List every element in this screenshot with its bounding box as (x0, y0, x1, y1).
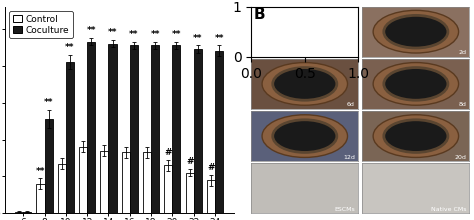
Text: 6d: 6d (347, 103, 355, 108)
Text: **: ** (150, 30, 160, 39)
Bar (100, 151, 109, 213)
Text: **: ** (193, 34, 202, 43)
Bar (151, 45, 159, 213)
Text: ESCs: ESCs (339, 50, 355, 55)
Text: **: ** (214, 34, 224, 43)
Text: #: # (164, 148, 172, 157)
Bar (66, 62, 74, 213)
Bar (15, 212, 23, 213)
Ellipse shape (373, 10, 458, 53)
Text: B: B (254, 7, 265, 22)
Ellipse shape (384, 15, 448, 48)
Ellipse shape (273, 68, 337, 100)
Text: **: ** (65, 43, 74, 52)
Bar (130, 45, 138, 213)
Text: Native CMs: Native CMs (430, 207, 466, 212)
Ellipse shape (373, 115, 458, 158)
Bar (45, 119, 53, 213)
Bar (87, 42, 95, 213)
Text: **: ** (44, 98, 54, 107)
Text: #: # (207, 163, 215, 172)
Text: 12d: 12d (343, 155, 355, 160)
Bar (215, 51, 223, 213)
Bar (186, 173, 194, 213)
Text: ESCMs: ESCMs (334, 207, 355, 212)
Bar (164, 165, 173, 213)
Ellipse shape (373, 62, 458, 105)
Text: **: ** (36, 167, 45, 176)
Text: **: ** (172, 30, 181, 39)
Text: 2d: 2d (458, 50, 466, 55)
Ellipse shape (273, 120, 337, 152)
Bar (143, 152, 151, 213)
Ellipse shape (262, 115, 347, 158)
Bar (79, 147, 87, 213)
Ellipse shape (262, 62, 347, 105)
Bar (36, 184, 45, 213)
Text: **: ** (108, 28, 117, 37)
Bar (194, 49, 202, 213)
Ellipse shape (384, 120, 448, 152)
Legend: Control, Coculture: Control, Coculture (9, 11, 73, 38)
Bar (207, 180, 215, 213)
Bar (122, 152, 130, 213)
Text: 20d: 20d (454, 155, 466, 160)
Text: **: ** (86, 26, 96, 35)
Text: 8d: 8d (458, 103, 466, 108)
Bar (109, 44, 117, 213)
Bar (173, 45, 181, 213)
Bar (58, 163, 66, 213)
Text: #: # (186, 157, 193, 166)
Text: **: ** (129, 30, 138, 39)
Ellipse shape (384, 68, 448, 100)
Bar (23, 212, 31, 213)
